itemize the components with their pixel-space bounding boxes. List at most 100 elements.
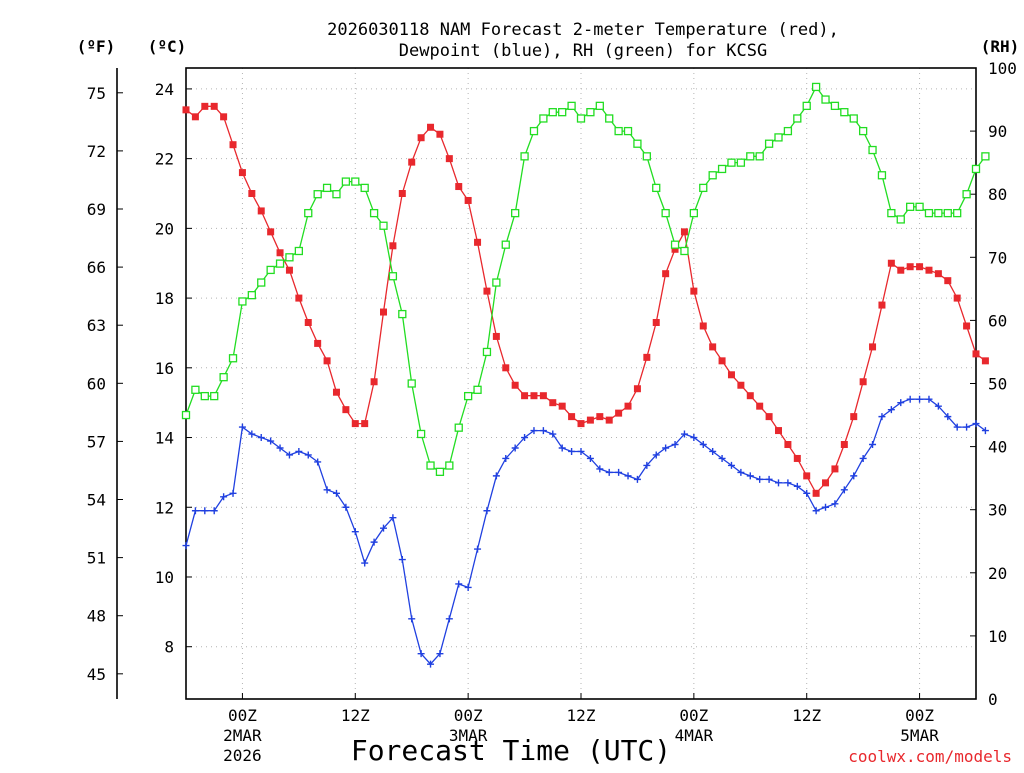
rh-point	[887, 208, 896, 218]
celsius-tick-label: 20	[155, 219, 174, 238]
rh-point	[351, 177, 360, 186]
rh-point	[708, 171, 717, 180]
celsius-tick-label: 18	[155, 289, 174, 308]
2-meter-temperature-point	[201, 102, 209, 110]
2-meter-temperature-point	[972, 350, 980, 358]
dewpoint-point	[784, 479, 792, 487]
rh-point	[699, 183, 708, 193]
rh-point	[652, 183, 661, 193]
2-meter-temperature-point	[351, 420, 359, 428]
dewpoint-point	[756, 475, 764, 483]
dewpoint-point	[398, 556, 406, 564]
dewpoint-point	[558, 444, 566, 452]
rh-point	[567, 101, 576, 111]
dewpoint-point	[539, 427, 547, 435]
2-meter-temperature-point	[586, 416, 594, 424]
2-meter-temperature-point	[398, 190, 406, 198]
2-meter-temperature-point	[511, 381, 519, 389]
dewpoint-point	[775, 479, 782, 487]
dewpoint-point	[953, 423, 961, 431]
2-meter-temperature-point	[558, 402, 566, 410]
rh-point	[360, 183, 369, 193]
dewpoint-point	[690, 434, 698, 442]
rh-point	[943, 208, 952, 218]
dewpoint-point	[850, 472, 858, 480]
dewpoint-point	[671, 441, 679, 449]
rh-tick-label: 20	[988, 564, 1007, 583]
2-meter-temperature-point	[718, 357, 726, 365]
rh-point	[407, 379, 416, 388]
rh-point	[849, 114, 858, 123]
2-meter-temperature-point	[323, 357, 331, 365]
rh-point	[294, 246, 304, 256]
2-meter-temperature-point	[953, 294, 961, 302]
rh-point	[586, 108, 595, 117]
2-meter-temperature-point	[417, 134, 425, 142]
dewpoint-point	[972, 420, 980, 428]
fahrenheit-tick-label: 66	[87, 258, 106, 277]
rh-point	[830, 101, 840, 111]
dewpoint-point	[680, 430, 688, 438]
rh-point	[934, 208, 943, 218]
rh-tick-label: 40	[988, 438, 1007, 457]
celsius-unit-label: (ºC)	[148, 37, 187, 56]
dewpoint-point	[417, 650, 425, 658]
time-tick-label: 00Z	[679, 706, 708, 725]
rh-point	[304, 208, 313, 218]
rh-point	[219, 373, 228, 382]
rh-point	[614, 126, 623, 136]
dewpoint-point	[822, 503, 830, 511]
2-meter-temperature-point	[916, 263, 924, 271]
rh-point	[774, 133, 783, 142]
2-meter-temperature-point	[727, 371, 735, 379]
2-meter-temperature-point	[822, 479, 830, 487]
rh-point	[181, 410, 191, 420]
2-meter-temperature-point	[238, 169, 246, 177]
dewpoint-point	[332, 489, 340, 497]
rh-point	[924, 208, 934, 218]
2-meter-temperature-point	[643, 353, 651, 361]
2-meter-temperature-point	[887, 259, 895, 267]
rh-point	[285, 253, 294, 262]
2-meter-temperature-point	[182, 106, 190, 114]
2-meter-temperature-point	[285, 266, 293, 274]
2-meter-temperature-point	[925, 266, 933, 274]
2-meter-temperature-point	[690, 287, 698, 295]
dewpoint-point	[981, 427, 989, 435]
dewpoint-point	[737, 468, 745, 476]
dewpoint-point	[191, 507, 199, 515]
rh-line	[185, 85, 986, 473]
2-meter-temperature-point	[492, 332, 500, 340]
2-meter-temperature-point	[229, 141, 237, 149]
dewpoint-line	[185, 398, 986, 666]
2-meter-temperature-point	[464, 196, 472, 204]
dewpoint-point	[568, 447, 576, 455]
2-meter-temperature-point	[436, 130, 444, 138]
time-tick-label: 00Z	[454, 706, 483, 725]
rh-point	[454, 423, 463, 432]
rh-point	[746, 152, 755, 161]
rh-point	[689, 208, 699, 218]
2-meter-temperature-point	[784, 441, 792, 449]
2-meter-temperature-point	[596, 413, 604, 421]
grid-lines	[186, 68, 976, 699]
dewpoint-point	[586, 454, 594, 462]
rh-tick-label: 0	[988, 690, 998, 709]
rh-point	[511, 208, 520, 218]
dewpoint-point	[257, 434, 265, 442]
rh-point	[482, 347, 492, 357]
dewpoint-point	[652, 451, 660, 459]
2-meter-temperature-point	[624, 402, 632, 410]
2-meter-temperature-point	[549, 399, 557, 407]
rh-point	[727, 158, 736, 167]
rh-point	[492, 278, 501, 287]
2-meter-temperature-point	[408, 158, 416, 166]
fahrenheit-tick-label: 63	[87, 316, 106, 335]
rh-point	[633, 139, 642, 148]
rh-point	[840, 108, 849, 117]
2-meter-temperature-point	[869, 343, 877, 351]
dewpoint-point	[803, 489, 811, 497]
rh-point	[717, 164, 727, 174]
rh-point	[962, 190, 971, 199]
2-meter-temperature-point	[680, 228, 688, 236]
